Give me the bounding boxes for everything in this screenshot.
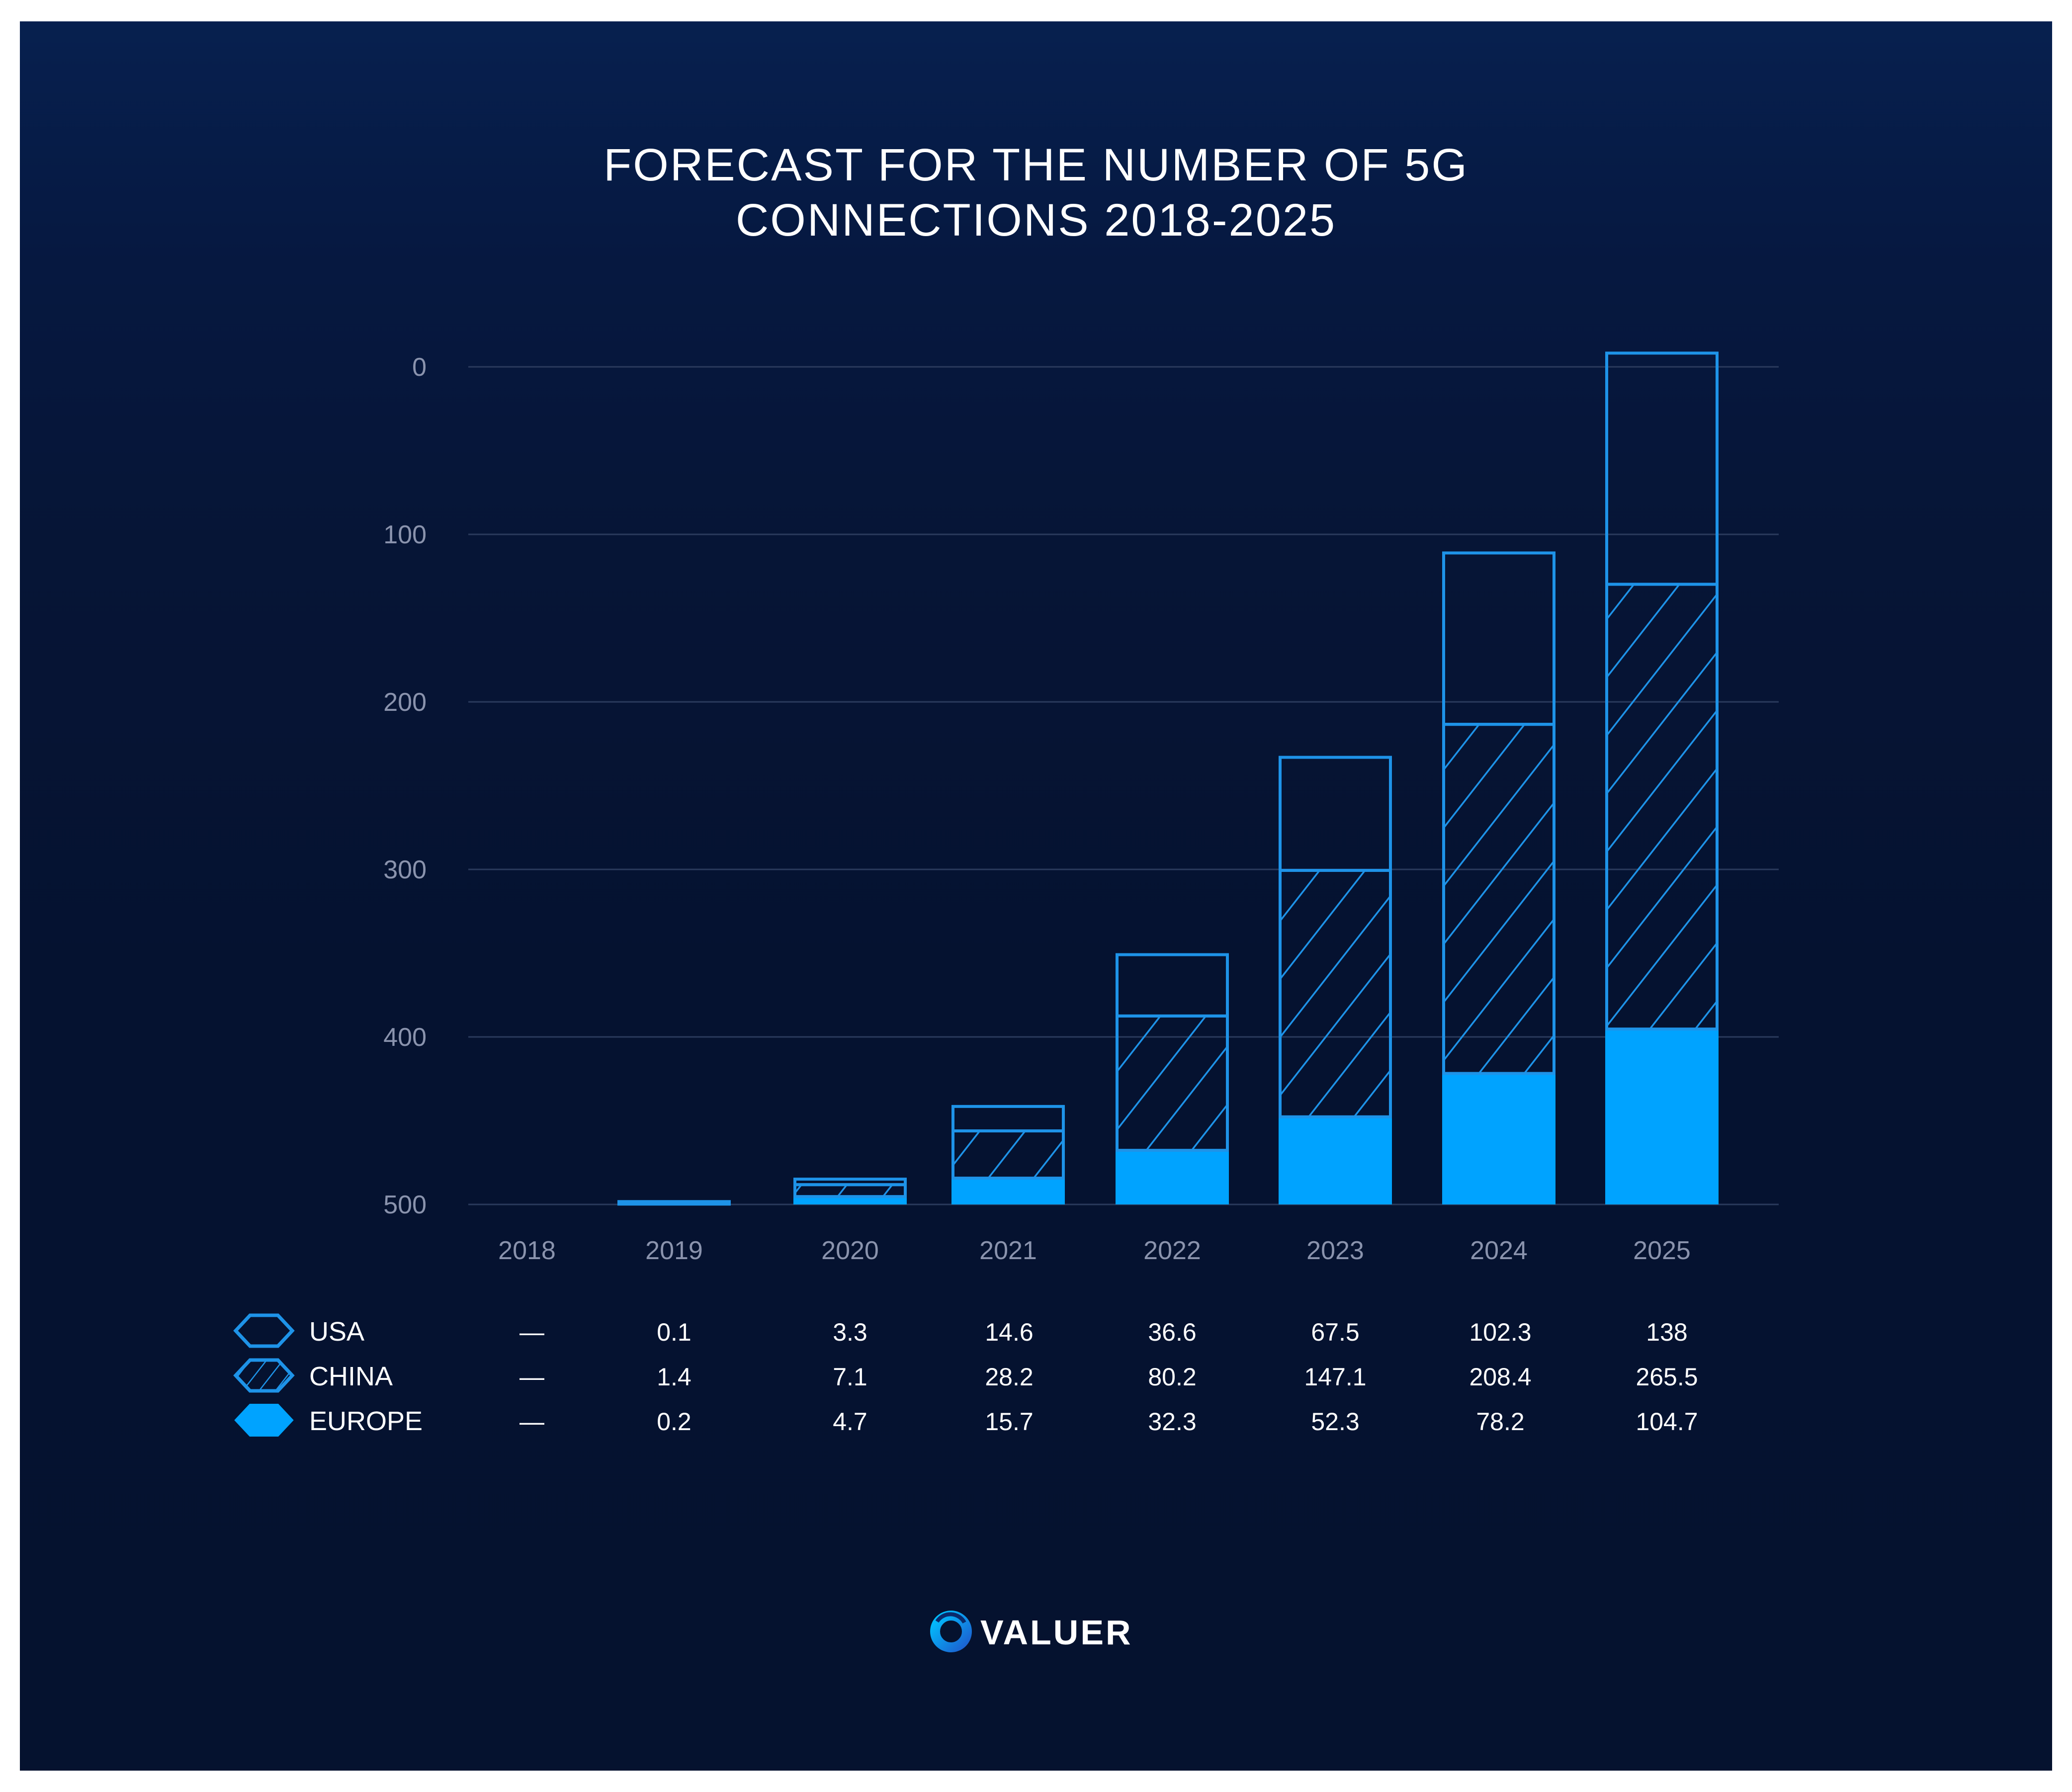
bar-europe-2021: [951, 1178, 1065, 1204]
chart-title: FORECAST FOR THE NUMBER OF 5G CONNECTION…: [604, 140, 1468, 246]
bar-usa-2023: [1279, 756, 1392, 872]
table-cell-europe-2024: 78.2: [1476, 1408, 1524, 1436]
table-cell-china-2023: 147.1: [1304, 1363, 1366, 1391]
bar-usa-2020: [793, 1178, 907, 1187]
table-cell-china-2021: 28.2: [985, 1363, 1033, 1391]
chart-title-line-1: FORECAST FOR THE NUMBER OF 5G: [604, 140, 1468, 190]
y-tick-label: 100: [383, 520, 427, 549]
usa-hexagon-icon: [233, 1313, 295, 1348]
legend-label-usa: USA: [309, 1317, 364, 1347]
table-cell-usa-2020: 3.3: [833, 1318, 867, 1346]
table-cell-europe-2020: 4.7: [833, 1408, 867, 1436]
chart-title-line-2: CONNECTIONS 2018-2025: [736, 195, 1336, 246]
table-cell-europe-2018: —: [519, 1408, 544, 1436]
legend-table: USA CHINA EUROPE: [233, 1313, 423, 1437]
bar-europe-2023: [1279, 1116, 1392, 1204]
x-tick-label-2020: 2020: [821, 1236, 879, 1265]
y-tick-label: 0: [412, 353, 427, 382]
x-tick-label-2024: 2024: [1470, 1236, 1528, 1265]
table-cell-usa-2024: 102.3: [1469, 1318, 1531, 1346]
china-hexagon-icon: [233, 1358, 295, 1393]
table-cell-usa-2022: 36.6: [1148, 1318, 1196, 1346]
table-cell-europe-2021: 15.7: [985, 1408, 1033, 1436]
x-tick-label-2023: 2023: [1306, 1236, 1364, 1265]
bar-china-2025: [1605, 583, 1719, 1031]
bar-china-2020: [793, 1183, 907, 1198]
y-tick-label: 300: [383, 855, 427, 884]
bar-europe-2024: [1442, 1073, 1555, 1204]
table-cell-china-2022: 80.2: [1148, 1363, 1196, 1391]
bar-china-2021: [951, 1129, 1065, 1180]
x-tick-label-2021: 2021: [979, 1236, 1037, 1265]
bar-usa-2021: [951, 1105, 1065, 1133]
table-cell-china-2019: 1.4: [657, 1363, 691, 1391]
bar-europe-2020: [793, 1196, 907, 1204]
table-cell-usa-2019: 0.1: [657, 1318, 691, 1346]
y-tick-label: 400: [383, 1023, 427, 1052]
bar-usa-2022: [1116, 953, 1229, 1018]
y-tick-label: 200: [383, 688, 427, 717]
valuer-logo-text: VALUER: [980, 1613, 1133, 1652]
y-axis-ticks: 0 100 200 300 400 500: [383, 353, 427, 1219]
table-cell-usa-2025: 138: [1646, 1318, 1687, 1346]
x-tick-label-2022: 2022: [1143, 1236, 1201, 1265]
bar-europe-2022: [1116, 1150, 1229, 1204]
bar-usa-2024: [1442, 551, 1555, 726]
table-cell-china-2020: 7.1: [833, 1363, 867, 1391]
table-cell-usa-2021: 14.6: [985, 1318, 1033, 1346]
bar-usa-2025: [1605, 351, 1719, 586]
x-axis-ticks: 2018 2019 2020 2021 2022 2023 2024 2025: [498, 1236, 1691, 1265]
table-cell-europe-2022: 32.3: [1148, 1408, 1196, 1436]
legend-label-europe: EUROPE: [309, 1406, 423, 1436]
legend-label-china: CHINA: [309, 1362, 393, 1391]
bar-china-2022: [1116, 1014, 1229, 1152]
table-cell-europe-2023: 52.3: [1311, 1408, 1359, 1436]
bar-china-2023: [1279, 869, 1392, 1118]
table-cell-europe-2019: 0.2: [657, 1408, 691, 1436]
x-tick-label-2019: 2019: [645, 1236, 703, 1265]
europe-hexagon-icon: [234, 1404, 294, 1437]
valuer-ring-icon: [930, 1611, 972, 1652]
table-cell-china-2018: —: [519, 1363, 544, 1391]
table-cell-china-2025: 265.5: [1636, 1363, 1698, 1391]
bar-europe-2025: [1605, 1029, 1719, 1204]
table-cell-usa-2018: —: [519, 1318, 544, 1346]
table-cell-europe-2025: 104.7: [1636, 1408, 1698, 1436]
x-tick-label-2018: 2018: [498, 1236, 556, 1265]
bars: [617, 351, 1719, 1206]
data-table-values: — 0.1 3.3 14.6 36.6 67.5 102.3 138 — 1.4 7.1 28.2 80…: [519, 1318, 1698, 1436]
bar-china-2024: [1442, 723, 1555, 1075]
valuer-logo: VALUER: [930, 1611, 1133, 1652]
x-tick-label-2025: 2025: [1633, 1236, 1691, 1265]
table-cell-usa-2023: 67.5: [1311, 1318, 1359, 1346]
bar-usa-2019: [617, 1200, 731, 1204]
y-tick-label: 500: [383, 1191, 427, 1219]
table-cell-china-2024: 208.4: [1469, 1363, 1531, 1391]
